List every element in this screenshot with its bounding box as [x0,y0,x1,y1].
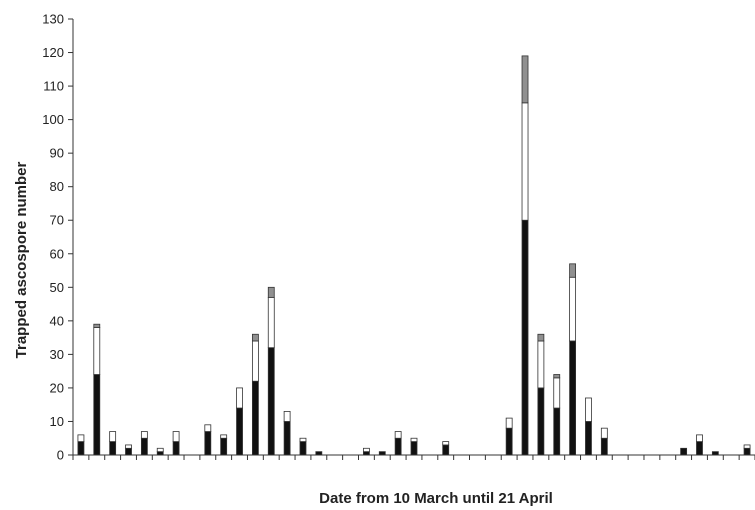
bar-segment-13-mar-s1 [125,447,132,456]
bar-segment-16-mar-s1 [172,441,180,456]
bar-segment-7-apr-s3 [521,55,529,104]
y-tick-label: 120 [42,45,64,60]
bar-segment-10-mar-s1 [77,441,85,456]
bar-segment-2-apr-s1 [442,444,450,456]
bar-segment-21-mar-s3 [251,333,259,342]
bar-segment-12-mar-s1 [109,441,117,456]
bar-segment-19-mar-s1 [220,437,228,456]
bar-segment-30-mar-s1 [394,437,402,456]
bar-segment-8-apr-s2 [537,340,545,389]
bar-segment-10-apr-s3 [569,263,577,278]
bar-segment-24-mar-s1 [299,441,307,456]
bar-segment-22-mar-s2 [267,296,275,349]
bar-segment-21-apr-s2 [743,444,751,449]
bar-segment-11-mar-s1 [93,374,101,456]
bar-segment-12-apr-s1 [600,437,608,456]
bar-segment-30-mar-s2 [394,431,402,439]
bar-segment-21-mar-s1 [251,380,259,456]
bar-segment-31-mar-s1 [410,441,418,456]
bar-segment-19-mar-s2 [220,434,228,439]
bar-segment-10-mar-s2 [77,434,85,442]
bar-segment-9-apr-s1 [553,407,561,456]
bar-segment-28-mar-s1 [363,451,370,456]
bar-segment-20-mar-s2 [236,387,243,409]
bar-segment-23-mar-s1 [283,421,291,456]
bar-segment-28-mar-s2 [363,447,370,453]
y-tick-label: 110 [43,79,64,94]
y-tick-label: 0 [57,448,64,463]
bar-segment-11-mar-s2 [93,327,101,375]
bar-segment-12-apr-s2 [600,427,608,439]
y-tick-label: 10 [50,414,64,429]
bars [77,55,751,456]
bar-segment-9-apr-s2 [553,377,561,409]
y-tick-label: 90 [50,146,64,161]
y-tick-label: 130 [42,12,64,27]
y-tick-label: 100 [42,112,64,127]
bar-segment-18-mar-s1 [204,431,212,456]
y-tick-label: 70 [50,213,64,228]
bar-segment-14-mar-s1 [140,437,148,456]
bar-segment-21-mar-s2 [251,340,259,382]
bar-segment-15-mar-s1 [156,451,164,456]
bar-segment-22-mar-s3 [267,286,275,298]
bar-segment-6-apr-s1 [505,427,513,456]
bar-segment-8-apr-s3 [537,333,545,342]
bar-segment-21-apr-s1 [743,447,751,456]
x-axis-title: Date from 10 March until 21 April [319,490,553,507]
bar-segment-7-apr-s2 [521,102,529,221]
y-tick-label: 50 [50,280,64,295]
bar-segment-17-apr-s1 [680,447,688,456]
bar-segment-20-mar-s1 [236,407,243,456]
y-axis-ticks: 0 10 20 30 40 50 60 70 80 90 100 110 120 130 [42,12,73,463]
bar-segment-11-apr-s2 [585,397,592,422]
bar-segment-11-apr-s1 [585,421,592,456]
bar-segment-8-apr-s1 [537,387,545,456]
bar-segment-18-mar-s2 [204,424,212,432]
bar-segment-31-mar-s2 [410,437,418,442]
bar-segment-10-apr-s1 [569,340,577,456]
bar-segment-24-mar-s2 [299,437,307,442]
bar-segment-11-mar-s3 [93,323,101,328]
bar-segment-18-apr-s2 [696,434,703,442]
bar-segment-16-mar-s2 [172,431,180,442]
y-tick-label: 80 [50,179,64,194]
bar-segment-7-apr-s1 [521,219,529,456]
bar-segment-13-mar-s2 [125,444,132,449]
y-tick-label: 40 [50,313,64,328]
bar-segment-23-mar-s2 [283,410,291,422]
bar-segment-22-mar-s1 [267,347,275,456]
bar-segment-14-mar-s2 [140,431,148,439]
bar-segment-10-apr-s2 [569,276,577,342]
bar-segment-29-mar-s1 [378,451,386,456]
bar-segment-2-apr-s2 [442,441,450,446]
bar-segment-25-mar-s1 [315,451,323,456]
y-tick-label: 20 [50,380,64,395]
bar-segment-9-apr-s3 [553,374,561,379]
y-tick-label: 30 [50,347,64,362]
bar-segment-19-apr-s1 [711,451,719,456]
bar-segment-6-apr-s2 [505,417,513,429]
y-tick-label: 60 [50,246,64,261]
y-axis-title: Trapped ascospore number [13,161,30,358]
bar-segment-18-apr-s1 [696,441,703,456]
bar-segment-15-mar-s2 [156,447,164,453]
x-axis-ticks [72,455,755,460]
bar-segment-12-mar-s2 [109,431,117,442]
